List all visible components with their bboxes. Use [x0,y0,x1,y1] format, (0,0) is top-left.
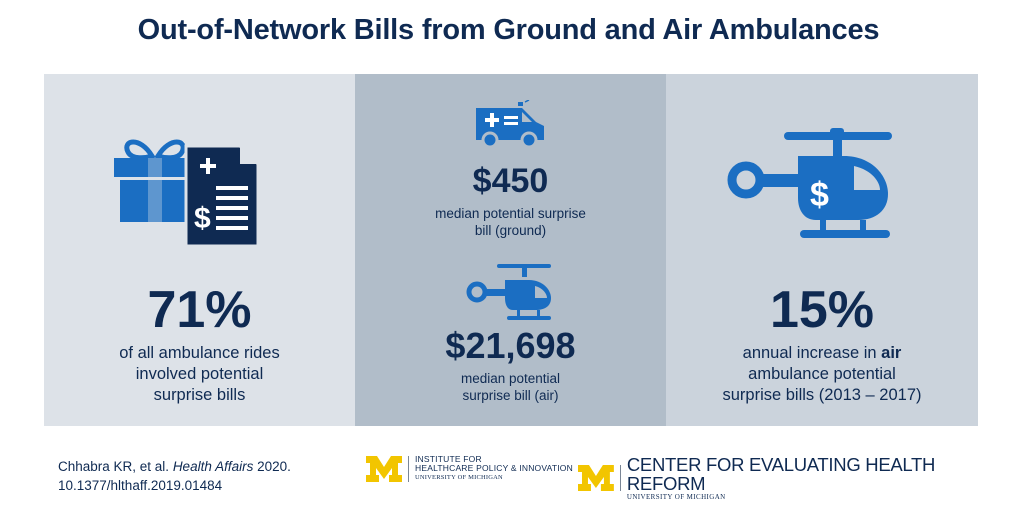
annual-increase-description-line: ambulance potential [748,365,896,383]
logo-divider [408,455,409,482]
cehr-text: CENTER FOR EVALUATING HEALTH REFORM UNIV… [627,455,1017,501]
citation: Chhabra KR, et al. Health Affairs 2020. … [58,457,291,495]
michigan-m-logo [366,455,402,482]
ambulance-icon [476,100,544,148]
ground-bill-value: $450 [472,162,549,200]
ground-bill-description-line: median potential surprise [435,206,586,221]
svg-text:$: $ [194,202,211,235]
ihpi-university: UNIVERSITY OF MICHIGAN [415,474,503,481]
air-bill-value: $21,698 [445,325,576,366]
cehr-logo: CENTER FOR EVALUATING HEALTH REFORM UNIV… [578,455,1017,501]
logo-divider [619,465,621,491]
air-bill-description: median potential surprise bill (air) [355,370,666,404]
rides-description: of all ambulance rides involved potentia… [44,343,355,406]
citation-year: 2020. [253,459,291,474]
panel-rides-stat: $ 71% of all ambulance rides involved po… [44,74,355,426]
annual-increase-description: annual increase in air ambulance potenti… [666,343,978,406]
air-bill-description-line: median potential [460,371,561,386]
helicopter-icon [466,264,551,320]
rides-description-line: surprise bills [153,386,246,404]
page-title: Out-of-Network Bills from Ground and Air… [137,14,880,46]
annual-increase-text: annual increase in [742,344,882,362]
cehr-university: UNIVERSITY OF MICHIGAN [626,493,726,501]
air-bill-description-line: surprise bill (air) [462,388,559,403]
cehr-name: CENTER FOR EVALUATING HEALTH REFORM [626,454,936,494]
svg-text:$: $ [810,176,829,214]
panel-annual-increase: $ 15% annual increase in air ambulance p… [666,74,978,426]
michigan-m-logo [578,465,614,491]
air-emphasis: air [881,344,902,362]
helicopter-dollar-icon: $ [727,128,892,238]
rides-description-line: of all ambulance rides [119,344,280,362]
citation-line: Chhabra KR, et al. Health Affairs 2020. [58,457,291,476]
ihpi-line: HEALTHCARE POLICY & INNOVATION [415,463,573,473]
annual-increase-value: 15% [769,281,875,339]
annual-increase-description-line: annual increase in air [666,343,978,364]
bill-document-icon: $ [184,144,260,248]
citation-doi: 10.1377/hlthaff.2019.01484 [58,478,223,493]
ground-bill-description-line: bill (ground) [474,223,547,238]
ihpi-logo: INSTITUTE FOR HEALTHCARE POLICY & INNOVA… [366,455,573,482]
citation-journal: Health Affairs [172,459,254,474]
ihpi-text: INSTITUTE FOR HEALTHCARE POLICY & INNOVA… [415,455,573,482]
panel-median-bills: $450 median potential surprise bill (gro… [355,74,666,426]
rides-description-line: involved potential [135,365,264,383]
annual-increase-description-line: surprise bills (2013 – 2017) [722,386,922,404]
ihpi-line: INSTITUTE FOR [415,454,482,464]
rides-percent-value: 71% [147,281,252,339]
gift-icon [114,139,196,222]
ground-bill-description: median potential surprise bill (ground) [355,205,666,239]
citation-author: Chhabra KR, et al. [58,459,173,474]
